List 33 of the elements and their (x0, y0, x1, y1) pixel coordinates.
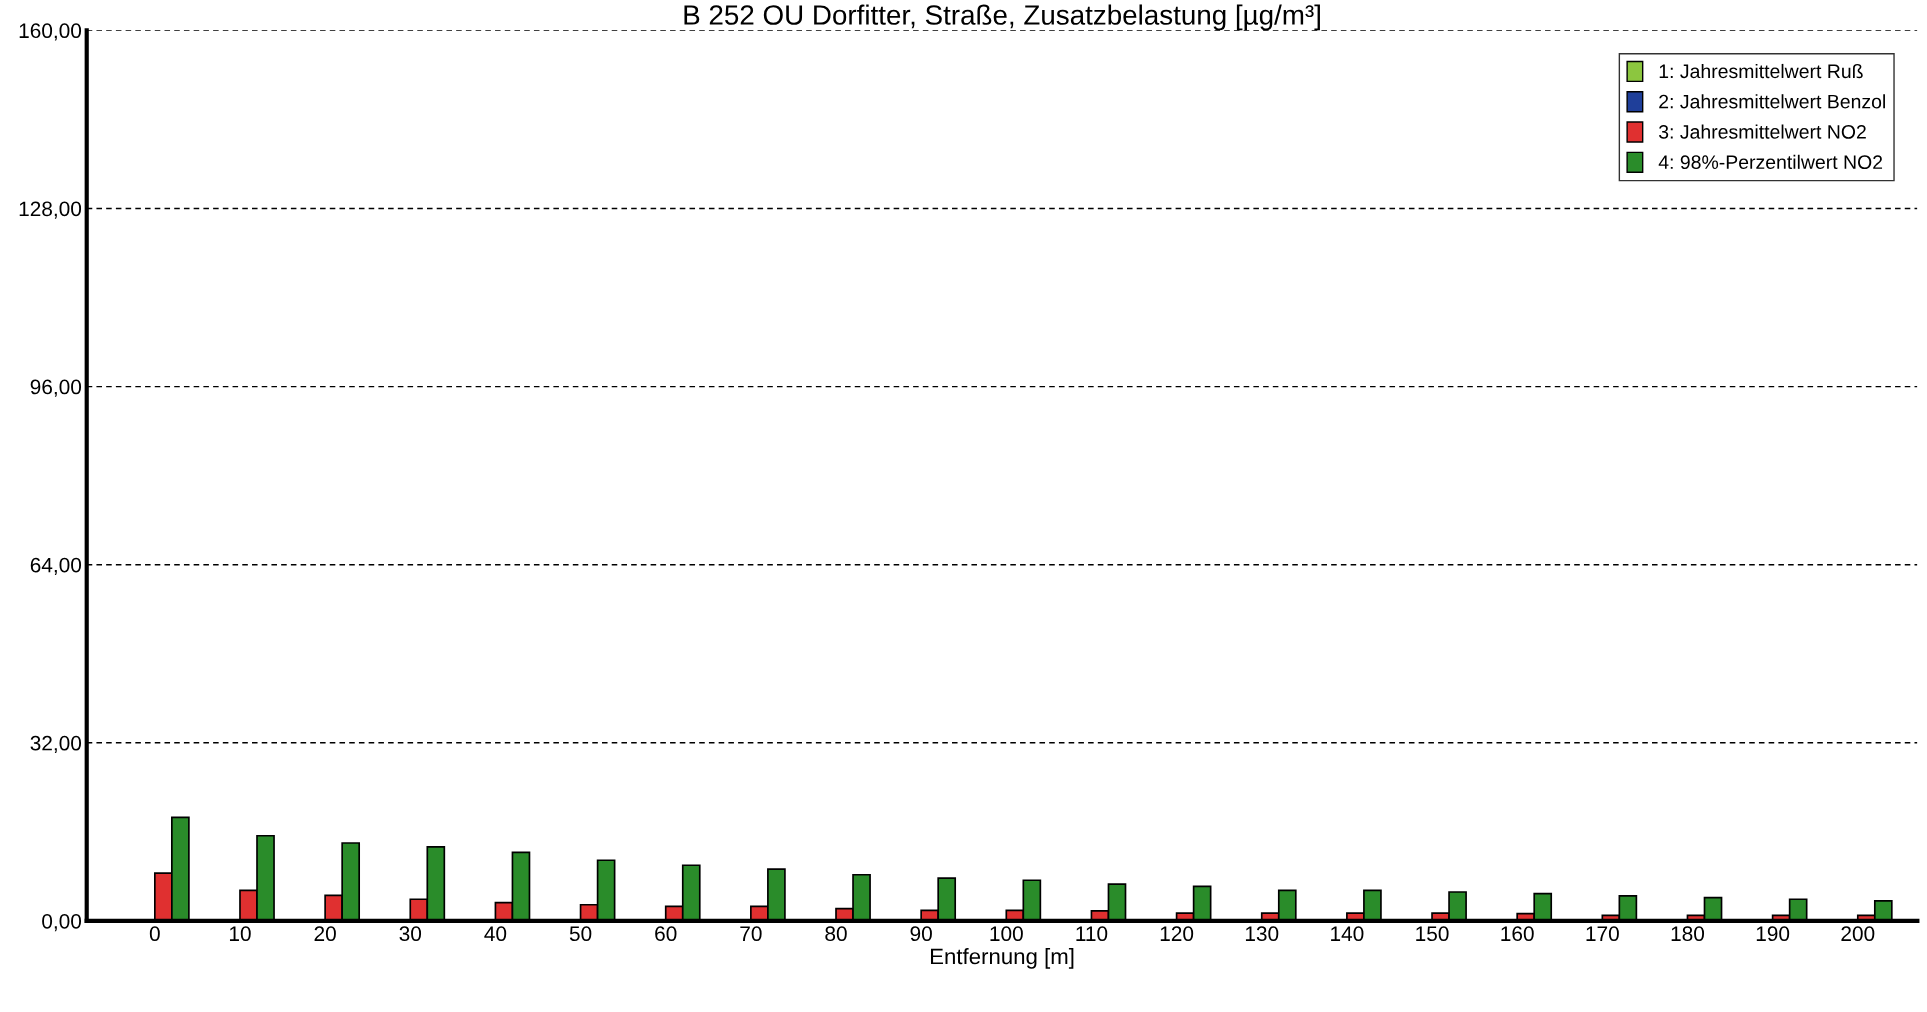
y-tick-label: 160,00 (19, 23, 82, 41)
x-tick-label: 140 (1331, 926, 1364, 942)
x-tick-label: 150 (1416, 926, 1449, 942)
x-tick-label: 190 (1756, 926, 1790, 942)
x-tick-label: 130 (1245, 926, 1279, 942)
x-tick-label: 50 (569, 926, 592, 942)
x-tick-label: 60 (655, 926, 677, 942)
x-tick-label: 160 (1501, 926, 1534, 942)
legend-label: 4: 98%-Perzentilwert NO2 (1658, 154, 1883, 170)
y-tick-label: 0,00 (42, 913, 82, 932)
y-tick-label: 64,00 (30, 557, 82, 575)
x-tick-label: 0 (149, 926, 160, 942)
x-tick-label: 20 (314, 926, 336, 942)
x-tick-label: 30 (399, 926, 422, 942)
x-tick-label: 120 (1160, 926, 1194, 942)
legend-label: 1: Jahresmittelwert Ruß (1659, 63, 1863, 79)
y-tick-label: 96,00 (30, 379, 82, 397)
legend-label: 3: Jahresmittelwert NO2 (1658, 124, 1866, 139)
x-tick-label: 180 (1671, 926, 1705, 942)
x-tick-label: 170 (1586, 926, 1619, 942)
legend-label: 2: Jahresmittelwert Benzol (1659, 94, 1885, 109)
x-tick-label: 80 (825, 926, 847, 942)
x-tick-label: 40 (484, 926, 507, 942)
x-tick-label: 70 (740, 926, 762, 942)
chart-title: B 252 OU Dorfitter, Straße, Zusatzbelastung [µg/m³] (684, 4, 1320, 31)
x-tick-label: 10 (229, 926, 251, 942)
y-tick-label: 128,00 (19, 201, 82, 219)
x-tick-label: 200 (1841, 926, 1875, 942)
x-tick-label: 100 (990, 926, 1023, 942)
x-tick-label: 90 (910, 926, 932, 942)
x-tick-label: 110 (1076, 926, 1108, 942)
y-tick-label: 32,00 (30, 735, 82, 754)
x-axis-title: Entfernung [m] (930, 947, 1074, 969)
